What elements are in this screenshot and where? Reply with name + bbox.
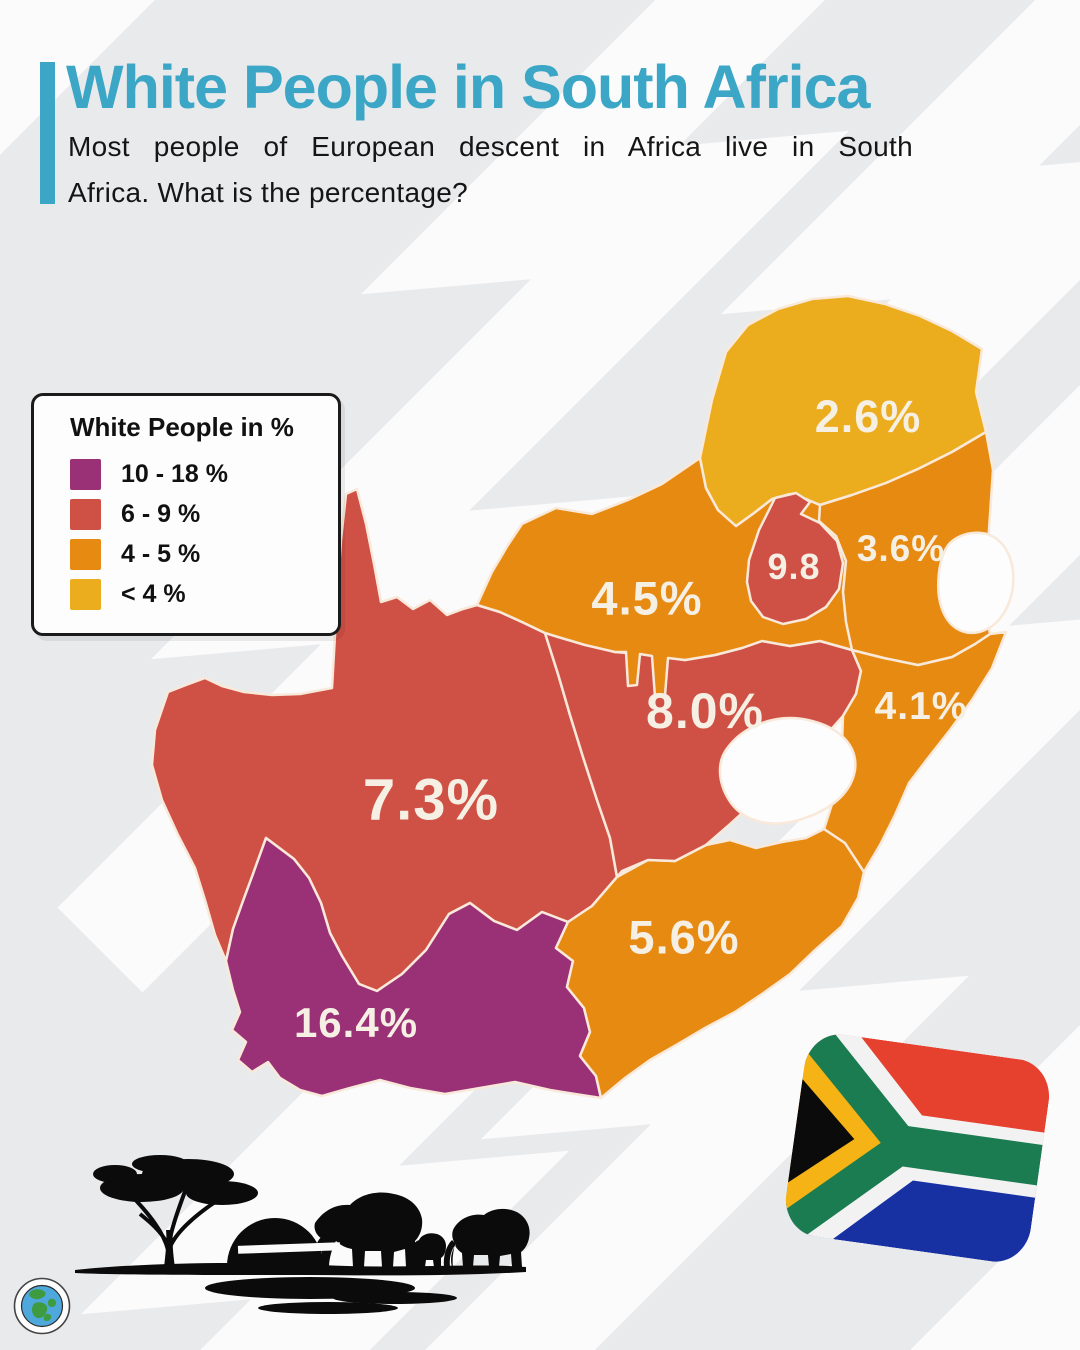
legend-swatch-purple [70,459,101,490]
african-savanna-silhouette [75,1155,530,1314]
legend-item: 6 - 9 % [70,499,338,530]
title-accent-bar [40,62,55,204]
legend-item-label: 4 - 5 % [121,540,201,568]
province-eastern-cape [554,827,866,1100]
legend: White People in % 10 - 18 % 6 - 9 % 4 - … [31,393,341,636]
legend-swatch-red [70,499,101,530]
province-gauteng [745,491,845,626]
legend-swatch-yellow [70,579,101,610]
flag-green-y [781,1029,927,1267]
eswatini-cutout [937,531,1015,635]
region-label-gauteng: 9.8 [767,546,821,587]
legend-item-label: 6 - 9 % [121,500,201,528]
elephant-icon [451,1208,530,1267]
legend-item-label: < 4 % [121,580,186,608]
region-label-northern-cape: 7.3% [362,767,500,833]
region-label-western-cape: 16.4% [293,999,419,1046]
legend-item: < 4 % [70,579,338,610]
legend-swatch-orange [70,539,101,570]
globe-logo [13,1277,71,1335]
region-label-mpumalanga: 3.6% [856,528,946,569]
subtitle-line-2: Africa. What is the percentage? [68,176,468,208]
region-label-eastern-cape: 5.6% [628,910,740,964]
region-label-limpopo: 2.6% [814,391,922,442]
region-label-north-west: 4.5% [591,571,703,625]
subtitle-line-1: Most people of European descent in Afric… [68,131,913,162]
legend-item: 4 - 5 % [70,539,338,570]
elephant-icon [314,1192,423,1267]
page-title: White People in South Africa [66,53,870,121]
legend-title: White People in % [70,412,294,442]
subtitle: Most people of European descent in Afric… [68,124,913,216]
region-label-free-state: 8.0% [646,683,764,739]
sun-icon [227,1218,323,1266]
legend-item: 10 - 18 % [70,459,338,490]
lesotho-cutout [718,716,857,825]
south-africa-flag [781,1029,1054,1267]
region-label-kwazulu-natal: 4.1% [874,685,968,728]
baby-elephant-icon [410,1233,446,1267]
legend-item-label: 10 - 18 % [121,460,229,488]
